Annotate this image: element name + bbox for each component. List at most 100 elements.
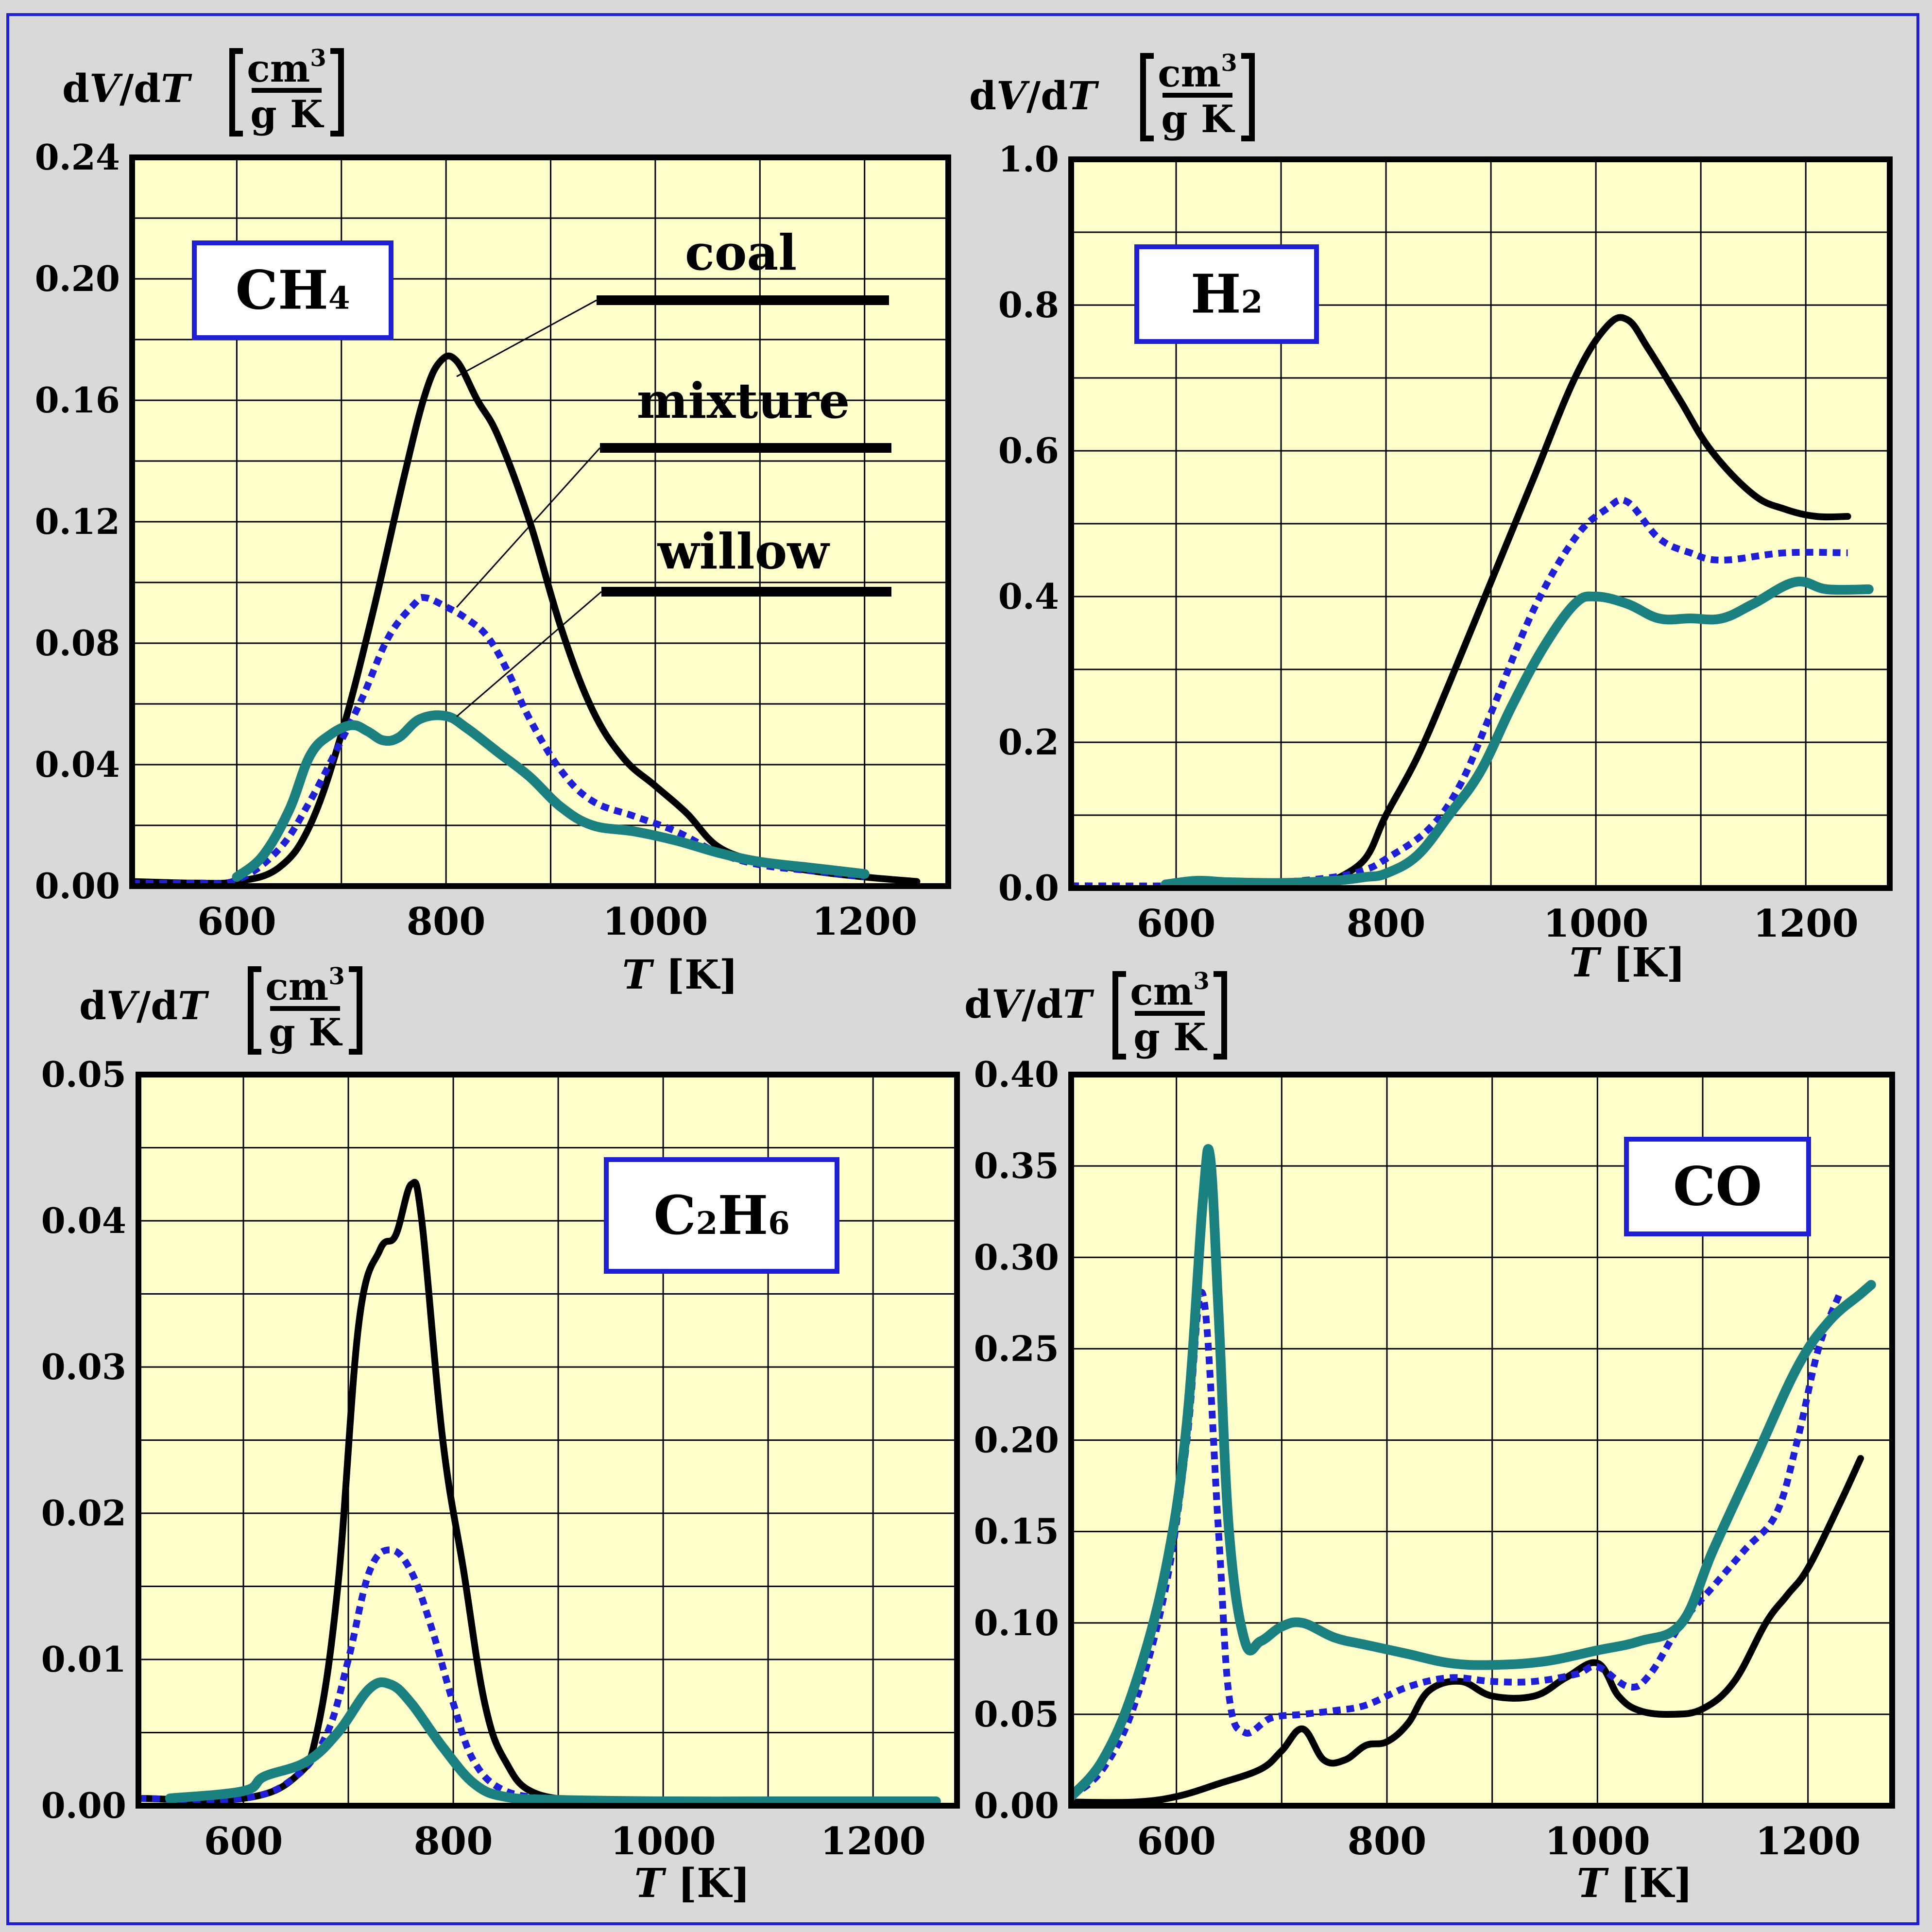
y-tick-label: 0.6 — [998, 430, 1059, 471]
species-label: C2H6 — [653, 1184, 790, 1247]
series-line-mixture — [132, 594, 865, 886]
x-axis-symbol: T — [634, 1860, 667, 1907]
y-axis-v: V — [996, 73, 1030, 119]
series-group — [1071, 314, 1874, 888]
y-tick-label: 0.05 — [974, 1693, 1059, 1735]
x-tick-label: 1000 — [1545, 1819, 1650, 1864]
legend-label-coal: coal — [685, 224, 797, 281]
y-axis-d: d — [79, 983, 106, 1028]
y-tick-label: 0.00 — [41, 1785, 126, 1826]
x-tick-label: 1000 — [611, 1819, 716, 1864]
species-main: C — [653, 1184, 696, 1247]
species-label: CH4 — [235, 259, 350, 322]
species-subscript: 2 — [696, 1205, 718, 1242]
legend-leader-mixture — [456, 447, 601, 608]
unit-cm: cm — [1130, 970, 1193, 1014]
unit-numerator: cm3 — [247, 45, 326, 91]
y-tick-label: 0.30 — [974, 1236, 1059, 1278]
x-axis-symbol: T — [1577, 1860, 1609, 1907]
x-tick-label: 1000 — [602, 900, 708, 944]
x-axis-label: T [K] — [622, 952, 738, 998]
y-axis-v: V — [89, 66, 123, 111]
species-label-box — [1134, 244, 1319, 344]
series-line-mixture — [138, 1546, 559, 1804]
species-main: CH — [235, 259, 328, 322]
plot-frame — [136, 1072, 960, 1809]
species-label: H2 — [1191, 263, 1263, 325]
y-tick-label: 0.02 — [41, 1492, 126, 1534]
plot-frame — [1068, 1072, 1895, 1809]
y-axis-slash-d: /d — [137, 983, 178, 1028]
x-axis-symbol: T — [622, 952, 654, 998]
series-line-willow — [1161, 577, 1874, 888]
y-axis-unit: cm3 g K — [248, 963, 362, 1055]
y-tick-label: 0.04 — [35, 744, 120, 785]
series-line-willow — [165, 1677, 941, 1806]
series-line-coal — [138, 1179, 667, 1806]
x-tick-label: 800 — [1348, 1819, 1427, 1864]
y-tick-label: 0.40 — [974, 1054, 1059, 1095]
y-axis-t: T — [1063, 981, 1094, 1027]
bracket-left — [1140, 53, 1154, 141]
plot-frame — [129, 154, 951, 889]
grid-lines — [1071, 159, 1890, 888]
bracket-left — [1112, 971, 1126, 1060]
y-tick-label: 0.00 — [35, 865, 120, 906]
y-tick-label: 0.01 — [41, 1639, 126, 1680]
y-tick-label: 0.2 — [998, 721, 1059, 763]
unit-denominator: g K — [1161, 97, 1235, 141]
unit-superscript: 3 — [328, 963, 344, 990]
unit-denominator: g K — [269, 1010, 343, 1055]
x-tick-label: 1200 — [821, 1819, 926, 1864]
unit-superscript: 3 — [310, 45, 326, 72]
x-tick-label: 1200 — [1755, 1819, 1861, 1864]
y-axis-t: T — [178, 983, 209, 1028]
unit-cm: cm — [265, 965, 328, 1009]
y-axis-v: V — [106, 983, 140, 1028]
y-tick-label: 0.16 — [35, 379, 120, 421]
figure-frame — [6, 13, 1919, 1925]
x-tick-label: 600 — [204, 1819, 283, 1864]
y-axis-slash-d: /d — [1026, 73, 1068, 119]
y-tick-label: 0.04 — [41, 1200, 126, 1241]
y-tick-label: 0.20 — [974, 1419, 1059, 1461]
series-group — [1071, 1144, 1876, 1806]
x-tick-label: 800 — [407, 900, 486, 944]
y-axis-label: dV/dT — [969, 73, 1099, 119]
legend: coal mixture willow — [456, 224, 891, 718]
legend-label-willow: willow — [657, 523, 831, 580]
y-tick-label: 0.25 — [974, 1328, 1059, 1369]
species-subscript: 4 — [328, 280, 350, 317]
y-tick-label: 0.00 — [974, 1785, 1059, 1826]
unit-superscript: 3 — [1221, 50, 1237, 77]
y-tick-label: 0.35 — [974, 1145, 1059, 1186]
y-axis-label: dV/dT — [79, 983, 209, 1028]
bracket-left — [248, 966, 261, 1055]
species-label-box — [604, 1157, 839, 1274]
y-tick-label: 0.8 — [998, 284, 1059, 325]
y-tick-label: 0.24 — [35, 137, 120, 178]
y-axis-slash-d: /d — [120, 66, 161, 111]
bracket-right — [330, 48, 344, 137]
y-axis-label: dV/dT — [964, 981, 1094, 1027]
x-axis-label: T [K] — [1577, 1860, 1693, 1907]
series-line-mixture — [1071, 1289, 1843, 1799]
x-axis-unit: [K] — [664, 1860, 750, 1907]
legend-leader-coal — [456, 299, 597, 377]
series-line-coal — [1330, 314, 1851, 884]
y-axis-slash-d: /d — [1022, 981, 1063, 1027]
grid-lines — [138, 1075, 957, 1806]
x-axis-unit: [K] — [652, 952, 738, 998]
y-tick-label: 0.15 — [974, 1511, 1059, 1552]
x-axis-label: T [K] — [634, 1860, 750, 1907]
y-tick-label: 0.20 — [35, 258, 120, 299]
unit-denominator: g K — [250, 92, 325, 137]
species-main: H — [1191, 263, 1241, 325]
y-axis-label: dV/dT — [62, 66, 192, 111]
panel-top-left: 0.00 0.04 0.08 0.12 0.16 0.20 0.24 600 800 1000 12… — [35, 45, 951, 998]
legend-label-mixture: mixture — [637, 372, 850, 429]
y-axis-d: d — [62, 66, 89, 111]
bracket-right — [1241, 53, 1255, 141]
x-tick-label: 800 — [414, 1819, 493, 1864]
